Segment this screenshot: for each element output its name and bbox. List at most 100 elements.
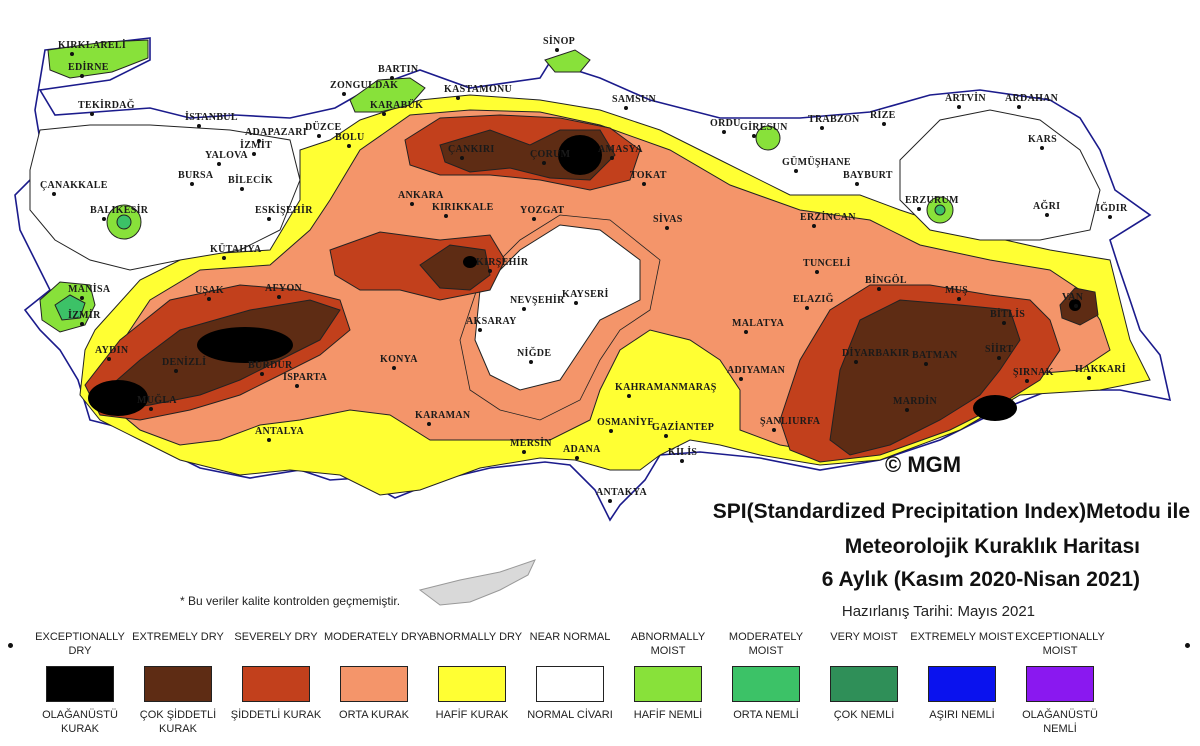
city-label: BARTIN — [378, 64, 419, 75]
city-label: BALIKESİR — [90, 204, 149, 216]
city-dot — [1017, 105, 1021, 109]
city-label: ARTVİN — [945, 92, 986, 104]
legend: EXCEPTIONALLY DRY OLAĞANÜSTÜ KURAK EXTREME… — [0, 630, 1200, 746]
city-label: OSMANİYE — [597, 416, 654, 428]
city-dot — [627, 394, 631, 398]
city-dot — [257, 139, 261, 143]
city-dot — [390, 76, 394, 80]
city-dot — [665, 226, 669, 230]
city-dot — [90, 112, 94, 116]
legend-swatch — [46, 666, 114, 702]
city-label: ARDAHAN — [1005, 93, 1059, 104]
city-label: KAHRAMANMARAŞ — [615, 382, 717, 393]
legend-turkish-label: NORMAL CİVARI — [527, 709, 613, 721]
drought-map: KIRKLARELİ EDİRNE TEKİRDAĞ İSTANBUL ÇANAKKAL… — [14, 35, 1172, 606]
city-dot — [456, 96, 460, 100]
city-label: DÜZCE — [305, 120, 342, 133]
city-label: ANTAKYA — [596, 487, 647, 498]
city-label: TEKİRDAĞ — [78, 98, 135, 111]
legend-item: VERY MOIST ÇOK NEMLİ — [810, 630, 918, 722]
copyright-mgm: © MGM — [885, 452, 962, 477]
city-dot — [532, 217, 536, 221]
city-label: BATMAN — [912, 350, 958, 361]
city-dot — [820, 126, 824, 130]
legend-bullet-right — [1185, 643, 1190, 648]
city-label: ERZİNCAN — [800, 211, 856, 223]
city-dot — [522, 307, 526, 311]
city-label: KARS — [1028, 134, 1057, 145]
zone-near-normal-west — [29, 124, 301, 271]
legend-swatch — [830, 666, 898, 702]
legend-item: SEVERELY DRY ŞİDDETLİ KURAK — [222, 630, 330, 722]
city-dot — [217, 162, 221, 166]
city-dot — [174, 369, 178, 373]
city-dot — [522, 450, 526, 454]
city-label: İZMİR — [68, 309, 101, 321]
city-dot — [149, 407, 153, 411]
city-dot — [608, 499, 612, 503]
city-dot — [624, 106, 628, 110]
city-dot — [815, 270, 819, 274]
city-dot — [575, 456, 579, 460]
legend-item: MODERATELY MOIST ORTA NEMLİ — [712, 630, 820, 722]
zone-exceptionally-dry-mardin — [973, 395, 1017, 421]
city-label: VAN — [1062, 292, 1084, 303]
city-dot — [794, 169, 798, 173]
preparation-date: Hazırlanış Tarihi: Mayıs 2021 — [841, 603, 1035, 620]
city-label: GİRESUN — [740, 121, 788, 133]
legend-swatch — [928, 666, 996, 702]
city-dot — [1087, 376, 1091, 380]
city-label: SİİRT — [985, 343, 1013, 355]
legend-english-label: EXTREMELY DRY — [132, 631, 224, 643]
city-dot — [52, 192, 56, 196]
city-label: BURSA — [178, 170, 214, 181]
city-dot — [460, 156, 464, 160]
city-dot — [722, 130, 726, 134]
city-label: KARAMAN — [415, 410, 471, 421]
legend-turkish-label: ÇOK ŞİDDETLİ KURAK — [139, 709, 217, 735]
city-label: MERSİN — [510, 437, 552, 449]
city-dot — [542, 161, 546, 165]
city-dot — [342, 92, 346, 96]
legend-swatch — [340, 666, 408, 702]
city-dot — [854, 360, 858, 364]
city-label: KIRIKKALE — [432, 202, 494, 213]
city-label: RİZE — [870, 109, 896, 121]
city-dot — [680, 459, 684, 463]
city-dot — [924, 362, 928, 366]
city-dot — [609, 429, 613, 433]
city-label: IĞDIR — [1096, 201, 1128, 214]
city-dot — [80, 322, 84, 326]
legend-english-label: EXTREMELY MOIST — [910, 631, 1014, 643]
city-dot — [102, 217, 106, 221]
legend-turkish-label: HAFİF NEMLİ — [633, 709, 703, 721]
city-dot — [107, 357, 111, 361]
map-title-line2: Meteorolojik Kuraklık Haritası — [844, 535, 1140, 558]
zone-exceptionally-dry-kirsehir — [463, 256, 477, 268]
city-label: YOZGAT — [520, 205, 564, 216]
city-dot — [744, 330, 748, 334]
legend-english-label: ABNORMALLY DRY — [421, 631, 523, 643]
city-label: KİLİS — [668, 446, 697, 458]
city-dot — [80, 296, 84, 300]
legend-item: EXCEPTIONALLY MOIST OLAĞANÜSTÜ NEMLİ — [1006, 630, 1114, 736]
zone-extremely-dry-kirsehir — [419, 244, 491, 291]
zone-yellow-central — [459, 214, 661, 421]
city-label: DENİZLİ — [162, 356, 206, 368]
city-label: NEVŞEHİR — [510, 294, 565, 306]
legend-turkish-label: HAFİF KURAK — [435, 709, 509, 721]
city-dot — [410, 202, 414, 206]
city-label: DİYARBAKIR — [842, 347, 910, 359]
city-label: ZONGULDAK — [330, 80, 398, 91]
legend-item: EXTREMELY DRY ÇOK ŞİDDETLİ KURAK — [124, 630, 232, 736]
city-label: AĞRI — [1033, 199, 1060, 212]
city-dot — [642, 182, 646, 186]
city-label: AYDIN — [95, 345, 129, 356]
city-label: KIRŞEHİR — [476, 256, 529, 268]
city-label: AKSARAY — [466, 316, 517, 327]
city-label: MANİSA — [68, 283, 111, 295]
city-dot — [812, 224, 816, 228]
cyprus — [418, 559, 536, 606]
city-dot — [957, 297, 961, 301]
legend-turkish-label: OLAĞANÜSTÜ NEMLİ — [1022, 709, 1098, 735]
